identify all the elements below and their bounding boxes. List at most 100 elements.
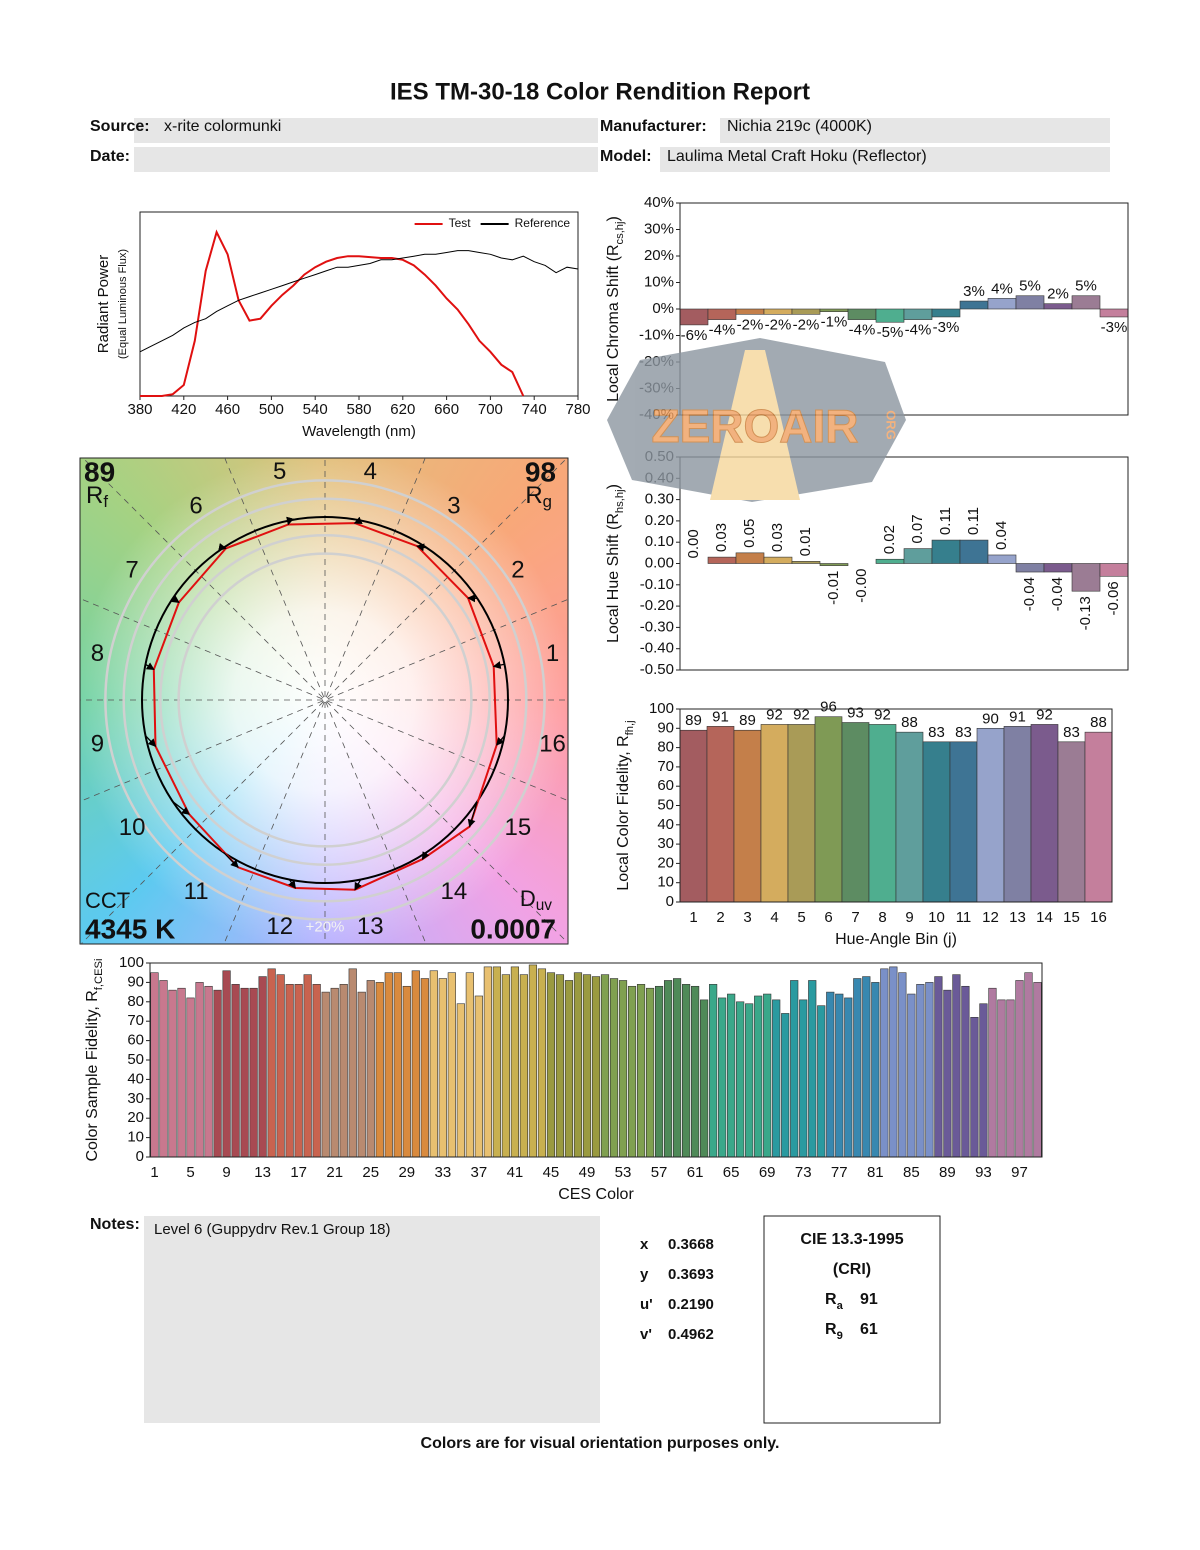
cri-r9-symbol: R9 xyxy=(825,1321,843,1342)
x-tick-label: 49 xyxy=(579,1164,596,1181)
x-tick-label: 69 xyxy=(759,1164,776,1181)
y-tick-label: 0% xyxy=(652,300,674,317)
text-part: Local Hue Shift (R xyxy=(605,513,622,643)
value-label: -1% xyxy=(821,314,848,331)
bar xyxy=(519,974,529,1158)
x-tick-label: 57 xyxy=(651,1164,668,1181)
x-axis-label: Wavelength (nm) xyxy=(302,423,416,440)
value-label: -4% xyxy=(709,322,736,339)
y-tick-label: -10% xyxy=(639,326,674,343)
bar xyxy=(791,308,821,315)
value-label: -6% xyxy=(681,327,708,344)
bar xyxy=(411,970,420,1158)
value-label: 3% xyxy=(963,283,985,300)
bar xyxy=(1015,563,1045,573)
shift-arrow xyxy=(354,879,362,891)
bar xyxy=(862,976,871,1158)
value-label: 90 xyxy=(982,710,999,727)
value-label: -0.00 xyxy=(853,569,870,603)
x-tick-label: 3 xyxy=(743,909,751,926)
value-label: 91 xyxy=(712,708,729,725)
bar xyxy=(853,978,862,1158)
bar xyxy=(931,539,961,564)
x-tick-label: 1 xyxy=(689,909,697,926)
bar xyxy=(1015,980,1024,1158)
bar xyxy=(465,972,474,1158)
y-tick-label: 10 xyxy=(657,874,674,891)
bar xyxy=(868,724,897,903)
cri-ra-symbol: Ra xyxy=(825,1291,844,1312)
bar xyxy=(799,999,808,1158)
bar xyxy=(654,985,664,1158)
bar xyxy=(456,1003,465,1158)
bar xyxy=(195,982,204,1158)
value-label: 0.03 xyxy=(769,523,786,552)
shift-arrow xyxy=(288,879,296,889)
value-label: 89 xyxy=(685,712,702,729)
y-tick-label: 0.30 xyxy=(645,491,674,508)
reference-circle xyxy=(141,516,509,884)
bar xyxy=(393,972,402,1158)
bar xyxy=(875,308,905,323)
footer: Colors are for visual orientation purpos… xyxy=(421,1435,780,1452)
x-tick-label: 8 xyxy=(878,909,886,926)
bar xyxy=(976,727,1005,903)
bar xyxy=(303,974,312,1158)
bar xyxy=(294,984,303,1158)
bar xyxy=(922,741,951,903)
bar xyxy=(330,987,339,1158)
value-label: 91 xyxy=(1009,708,1026,725)
y-tick-label: 20 xyxy=(127,1109,144,1126)
bar xyxy=(1033,982,1042,1158)
bar xyxy=(706,726,735,903)
x-tick-label: 4 xyxy=(770,909,778,926)
bar xyxy=(1003,726,1032,903)
bin-label: 15 xyxy=(505,814,532,841)
y-tick-label: 0 xyxy=(666,893,674,910)
rf-symbol: Rf xyxy=(86,482,108,511)
value-label: 5% xyxy=(1019,278,1041,295)
chroma-ring xyxy=(104,479,546,921)
value-label: 0.11 xyxy=(937,507,954,535)
bar xyxy=(700,999,709,1158)
x-tick-label: 16 xyxy=(1090,909,1107,926)
x-tick-label: 11 xyxy=(956,909,972,926)
value-label: 92 xyxy=(874,706,891,723)
shift-arrow xyxy=(218,543,227,551)
bar xyxy=(168,989,177,1158)
bar xyxy=(429,970,438,1158)
bar xyxy=(348,968,357,1158)
subscript: uv xyxy=(536,897,553,914)
bar xyxy=(1043,303,1073,310)
bar xyxy=(537,968,547,1158)
y-axis-label: Local Chroma Shift (Rcs,hj) xyxy=(605,216,626,402)
text-part: D xyxy=(520,886,536,911)
notes-text: Level 6 (Guppydrv Rev.1 Group 18) xyxy=(154,1221,391,1238)
value-label: 88 xyxy=(1090,714,1107,731)
bin-label: 13 xyxy=(357,913,384,940)
cri-box xyxy=(763,1215,941,1424)
bar xyxy=(709,984,718,1158)
value-label: -2% xyxy=(765,316,792,333)
value-label: 89 xyxy=(739,712,756,729)
shift-arrow xyxy=(416,543,427,552)
bar xyxy=(763,556,793,564)
plot-frame xyxy=(139,211,579,397)
field-box xyxy=(720,118,1110,143)
bar xyxy=(889,966,898,1158)
notes-box xyxy=(144,1216,600,1423)
text-part: ) xyxy=(605,216,622,221)
bar xyxy=(267,968,276,1158)
y-tick-label: 50 xyxy=(657,796,674,813)
text-part: Color Sample Fidelity, R xyxy=(84,990,101,1161)
x-tick-label: 77 xyxy=(831,1164,848,1181)
bar xyxy=(691,985,700,1158)
bar xyxy=(707,308,737,320)
field-label: Source: xyxy=(90,118,150,135)
value-label: -2% xyxy=(793,316,820,333)
y-tick-label: 40% xyxy=(644,194,674,211)
plot-frame xyxy=(679,708,1113,903)
x-tick-label: 61 xyxy=(687,1164,704,1181)
value-label: 83 xyxy=(955,724,972,741)
